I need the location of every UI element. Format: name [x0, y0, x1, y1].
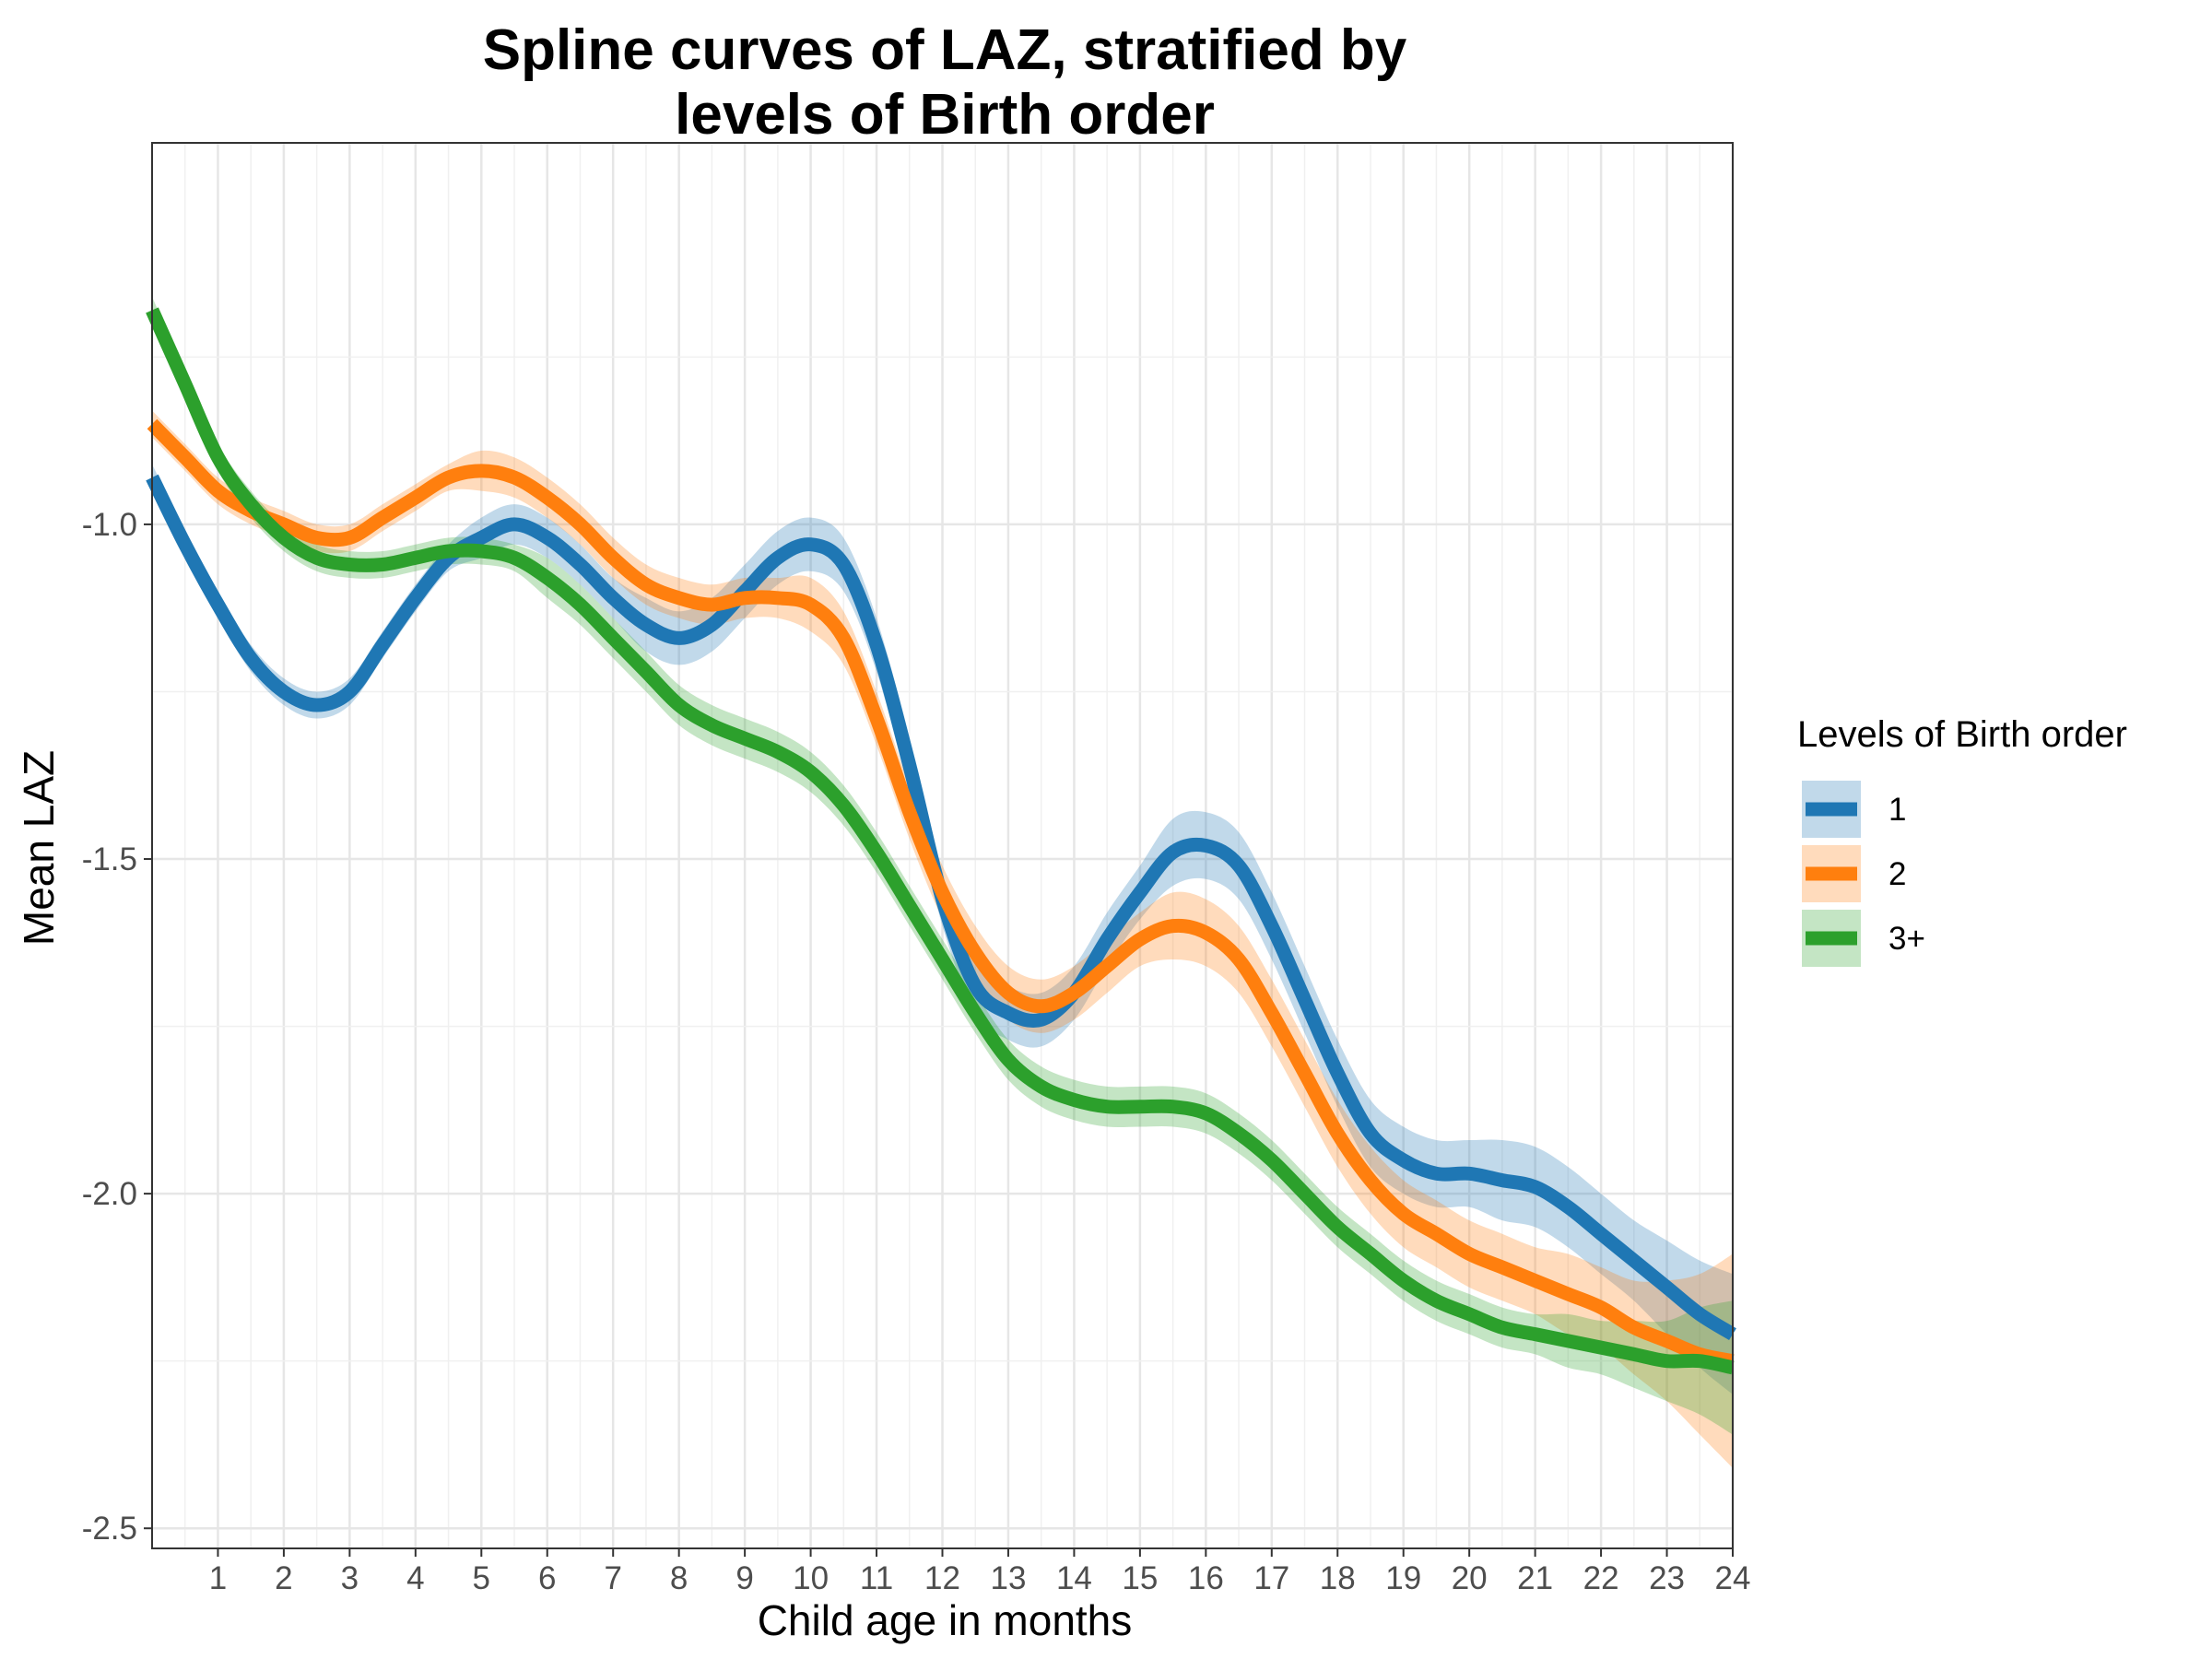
x-tick-label: 5: [473, 1560, 490, 1596]
series-lines: [146, 307, 1736, 1375]
x-tick-label: 16: [1188, 1560, 1224, 1596]
y-axis-title: Mean LAZ: [15, 750, 63, 946]
x-tick-label: 22: [1583, 1560, 1619, 1596]
x-tick-label: 1: [209, 1560, 227, 1596]
y-tick-label: -2.5: [82, 1511, 137, 1547]
x-tick-label: 3: [341, 1560, 359, 1596]
x-tick-label: 4: [406, 1560, 424, 1596]
legend-title: Levels of Birth order: [1797, 714, 2127, 755]
series-2-line: [146, 307, 1735, 1375]
x-tick-label: 10: [793, 1560, 829, 1596]
x-tick-label: 20: [1452, 1560, 1488, 1596]
legend: Levels of Birth order 1 2 3+: [1797, 714, 2127, 967]
chart-title-line-2: levels of Birth order: [675, 83, 1215, 147]
y-tick-label: -1.0: [82, 507, 137, 543]
x-tick-label: 13: [990, 1560, 1026, 1596]
series-1-line: [147, 418, 1735, 1369]
chart-title-line-1: Spline curves of LAZ, stratified by: [483, 18, 1407, 82]
y-axis-ticks: -2.5 -2.0 -1.5 -1.0: [82, 507, 152, 1547]
x-axis-title: Child age in months: [758, 1596, 1133, 1644]
x-tick-label: 9: [735, 1560, 753, 1596]
x-tick-label: 21: [1517, 1560, 1553, 1596]
x-tick-label: 11: [860, 1560, 893, 1596]
x-axis-ticks: 1 2 3 4 5 6 7 8 9 10 11 12 13 14 15 16 17 18 19 20 21 22 23 24: [209, 1548, 1751, 1596]
x-tick-label: 15: [1122, 1560, 1158, 1596]
y-tick-label: -1.5: [82, 841, 137, 877]
legend-label: 1: [1888, 792, 1906, 828]
x-tick-label: 19: [1385, 1560, 1421, 1596]
legend-label: 3+: [1888, 921, 1925, 957]
x-tick-label: 8: [670, 1560, 688, 1596]
x-tick-label: 12: [924, 1560, 960, 1596]
x-tick-label: 17: [1253, 1560, 1289, 1596]
x-tick-label: 2: [275, 1560, 292, 1596]
x-tick-label: 14: [1056, 1560, 1092, 1596]
x-tick-label: 23: [1649, 1560, 1685, 1596]
x-tick-label: 18: [1320, 1560, 1356, 1596]
x-tick-label: 7: [604, 1560, 621, 1596]
x-tick-label: 24: [1715, 1560, 1751, 1596]
y-tick-label: -2.0: [82, 1176, 137, 1212]
gridlines: [152, 143, 1735, 1548]
legend-label: 2: [1888, 856, 1906, 892]
x-tick-label: 6: [538, 1560, 556, 1596]
